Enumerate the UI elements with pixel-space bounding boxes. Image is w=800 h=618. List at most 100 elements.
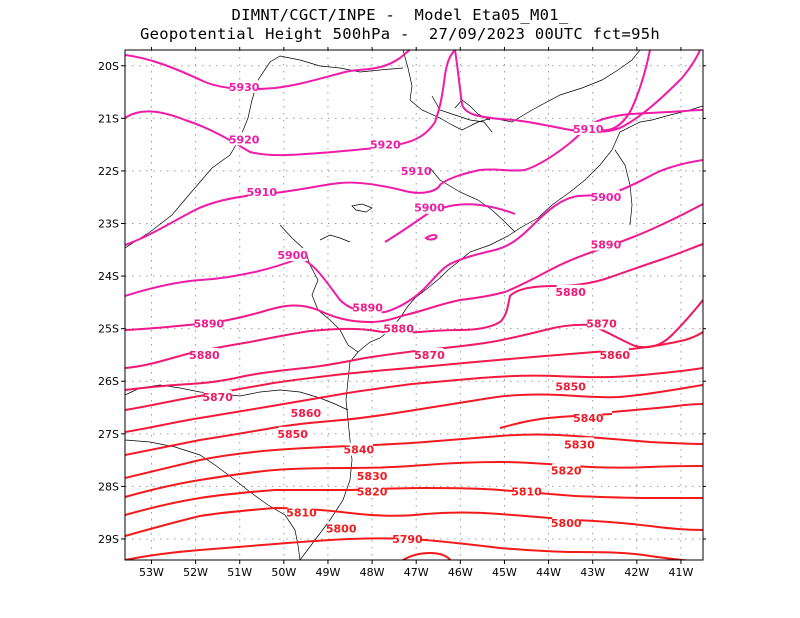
- contour-label-bg: [371, 137, 400, 151]
- plot-frame: [124, 49, 704, 561]
- contour-line: [424, 234, 438, 241]
- height-contours: [125, 50, 703, 560]
- contour-label-bg: [512, 484, 541, 498]
- contour-label: 5840: [344, 444, 375, 457]
- contour-label-bg: [327, 521, 356, 535]
- contour-label-bg: [194, 316, 223, 330]
- x-tick-label: 42W: [624, 566, 649, 579]
- contour-label: 5910: [573, 123, 604, 136]
- coastline: [402, 50, 641, 131]
- contour-line: [125, 384, 703, 456]
- y-tick-label: 20S: [98, 60, 119, 73]
- state-border: [279, 224, 359, 353]
- contour-label-bg: [278, 248, 307, 262]
- contour-label-bg: [600, 347, 629, 361]
- contour-label: 5870: [414, 349, 445, 362]
- contour-label: 5890: [194, 317, 225, 330]
- contour-label: 5830: [357, 470, 388, 483]
- y-tick-label: 27S: [98, 428, 119, 441]
- x-tick-label: 51W: [227, 566, 252, 579]
- contour-label-bg: [203, 390, 232, 404]
- contour-line: [125, 299, 703, 391]
- contour-label: 5900: [414, 202, 445, 215]
- contour-label-bg: [591, 237, 620, 251]
- contour-label: 5820: [551, 465, 582, 478]
- contour-label-bg: [587, 316, 616, 330]
- contour-label-bg: [556, 379, 585, 393]
- contour-label-bg: [591, 190, 620, 204]
- y-tick-label: 23S: [98, 218, 119, 231]
- contour-line: [125, 331, 703, 411]
- x-tick-label: 47W: [404, 566, 429, 579]
- contour-label: 5840: [573, 412, 604, 425]
- x-tick-label: 49W: [316, 566, 341, 579]
- y-tick-label: 29S: [98, 533, 119, 546]
- river: [319, 234, 351, 243]
- contour-label: 5870: [586, 317, 617, 330]
- contour-label-bg: [556, 284, 585, 298]
- y-tick-label: 26S: [98, 375, 119, 388]
- contour-label: 5830: [564, 438, 595, 451]
- contour-line: [125, 50, 456, 157]
- contour-line: [125, 460, 703, 498]
- contour-label-bg: [358, 468, 387, 482]
- contour-line: [125, 367, 703, 433]
- contour-label: 5890: [352, 302, 383, 315]
- contour-label-bg: [287, 505, 316, 519]
- contour-line: [125, 433, 703, 479]
- contour-line: [384, 203, 516, 243]
- contour-line: [125, 486, 703, 516]
- contour-label-bg: [291, 405, 320, 419]
- contour-label-bg: [247, 184, 276, 198]
- contour-label: 5900: [277, 249, 308, 262]
- contour-line: [125, 243, 703, 369]
- x-tick-label: 48W: [360, 566, 385, 579]
- contour-label-bg: [574, 411, 603, 425]
- contour-line: [611, 403, 703, 413]
- axis-ticks: 53W 52W 51W 50W 49W 48W 47W 46W 45W 44W 43W 42W 41W 2…: [98, 47, 706, 579]
- x-tick-label: 46W: [448, 566, 473, 579]
- x-tick-label: 53W: [139, 566, 164, 579]
- contour-label-bg: [344, 442, 373, 456]
- x-tick-label: 44W: [536, 566, 561, 579]
- coastline: [299, 121, 641, 560]
- contour-label-bg: [393, 531, 422, 545]
- contour-label-bg: [415, 347, 444, 361]
- contour-label: 5910: [401, 165, 432, 178]
- contour-label-bg: [278, 426, 307, 440]
- contour-label: 5810: [511, 486, 542, 499]
- x-tick-label: 52W: [183, 566, 208, 579]
- contour-label: 5910: [246, 186, 277, 199]
- contour-label-bg: [552, 463, 581, 477]
- contour-label-bg: [353, 300, 382, 314]
- y-tick-label: 22S: [98, 165, 119, 178]
- contour-label: 5860: [599, 349, 630, 362]
- contour-label: 5890: [591, 239, 622, 252]
- x-tick-label: 45W: [492, 566, 517, 579]
- contour-label: 5920: [229, 133, 260, 146]
- contour-line: [125, 50, 412, 91]
- contour-label: 5850: [277, 428, 308, 441]
- contour-label: 5880: [383, 323, 414, 336]
- contour-label: 5920: [370, 139, 401, 152]
- state-border: [429, 167, 516, 233]
- x-tick-label: 43W: [580, 566, 605, 579]
- contour-line: [454, 50, 701, 134]
- lake: [351, 203, 373, 213]
- contour-label: 5820: [357, 486, 388, 499]
- contour-label-bg: [230, 79, 259, 93]
- contour-label-bg: [552, 516, 581, 530]
- y-tick-label: 24S: [98, 270, 119, 283]
- x-tick-label: 41W: [669, 566, 694, 579]
- contour-label: 5860: [291, 407, 322, 420]
- contour-label-bg: [230, 132, 259, 146]
- state-border: [125, 55, 404, 249]
- contour-label-bg: [574, 121, 603, 135]
- contour-label: 5810: [286, 507, 317, 520]
- y-tick-label: 21S: [98, 112, 119, 125]
- contour-line: [125, 506, 703, 537]
- contour-label: 5800: [551, 517, 582, 530]
- contour-label: 5800: [326, 522, 357, 535]
